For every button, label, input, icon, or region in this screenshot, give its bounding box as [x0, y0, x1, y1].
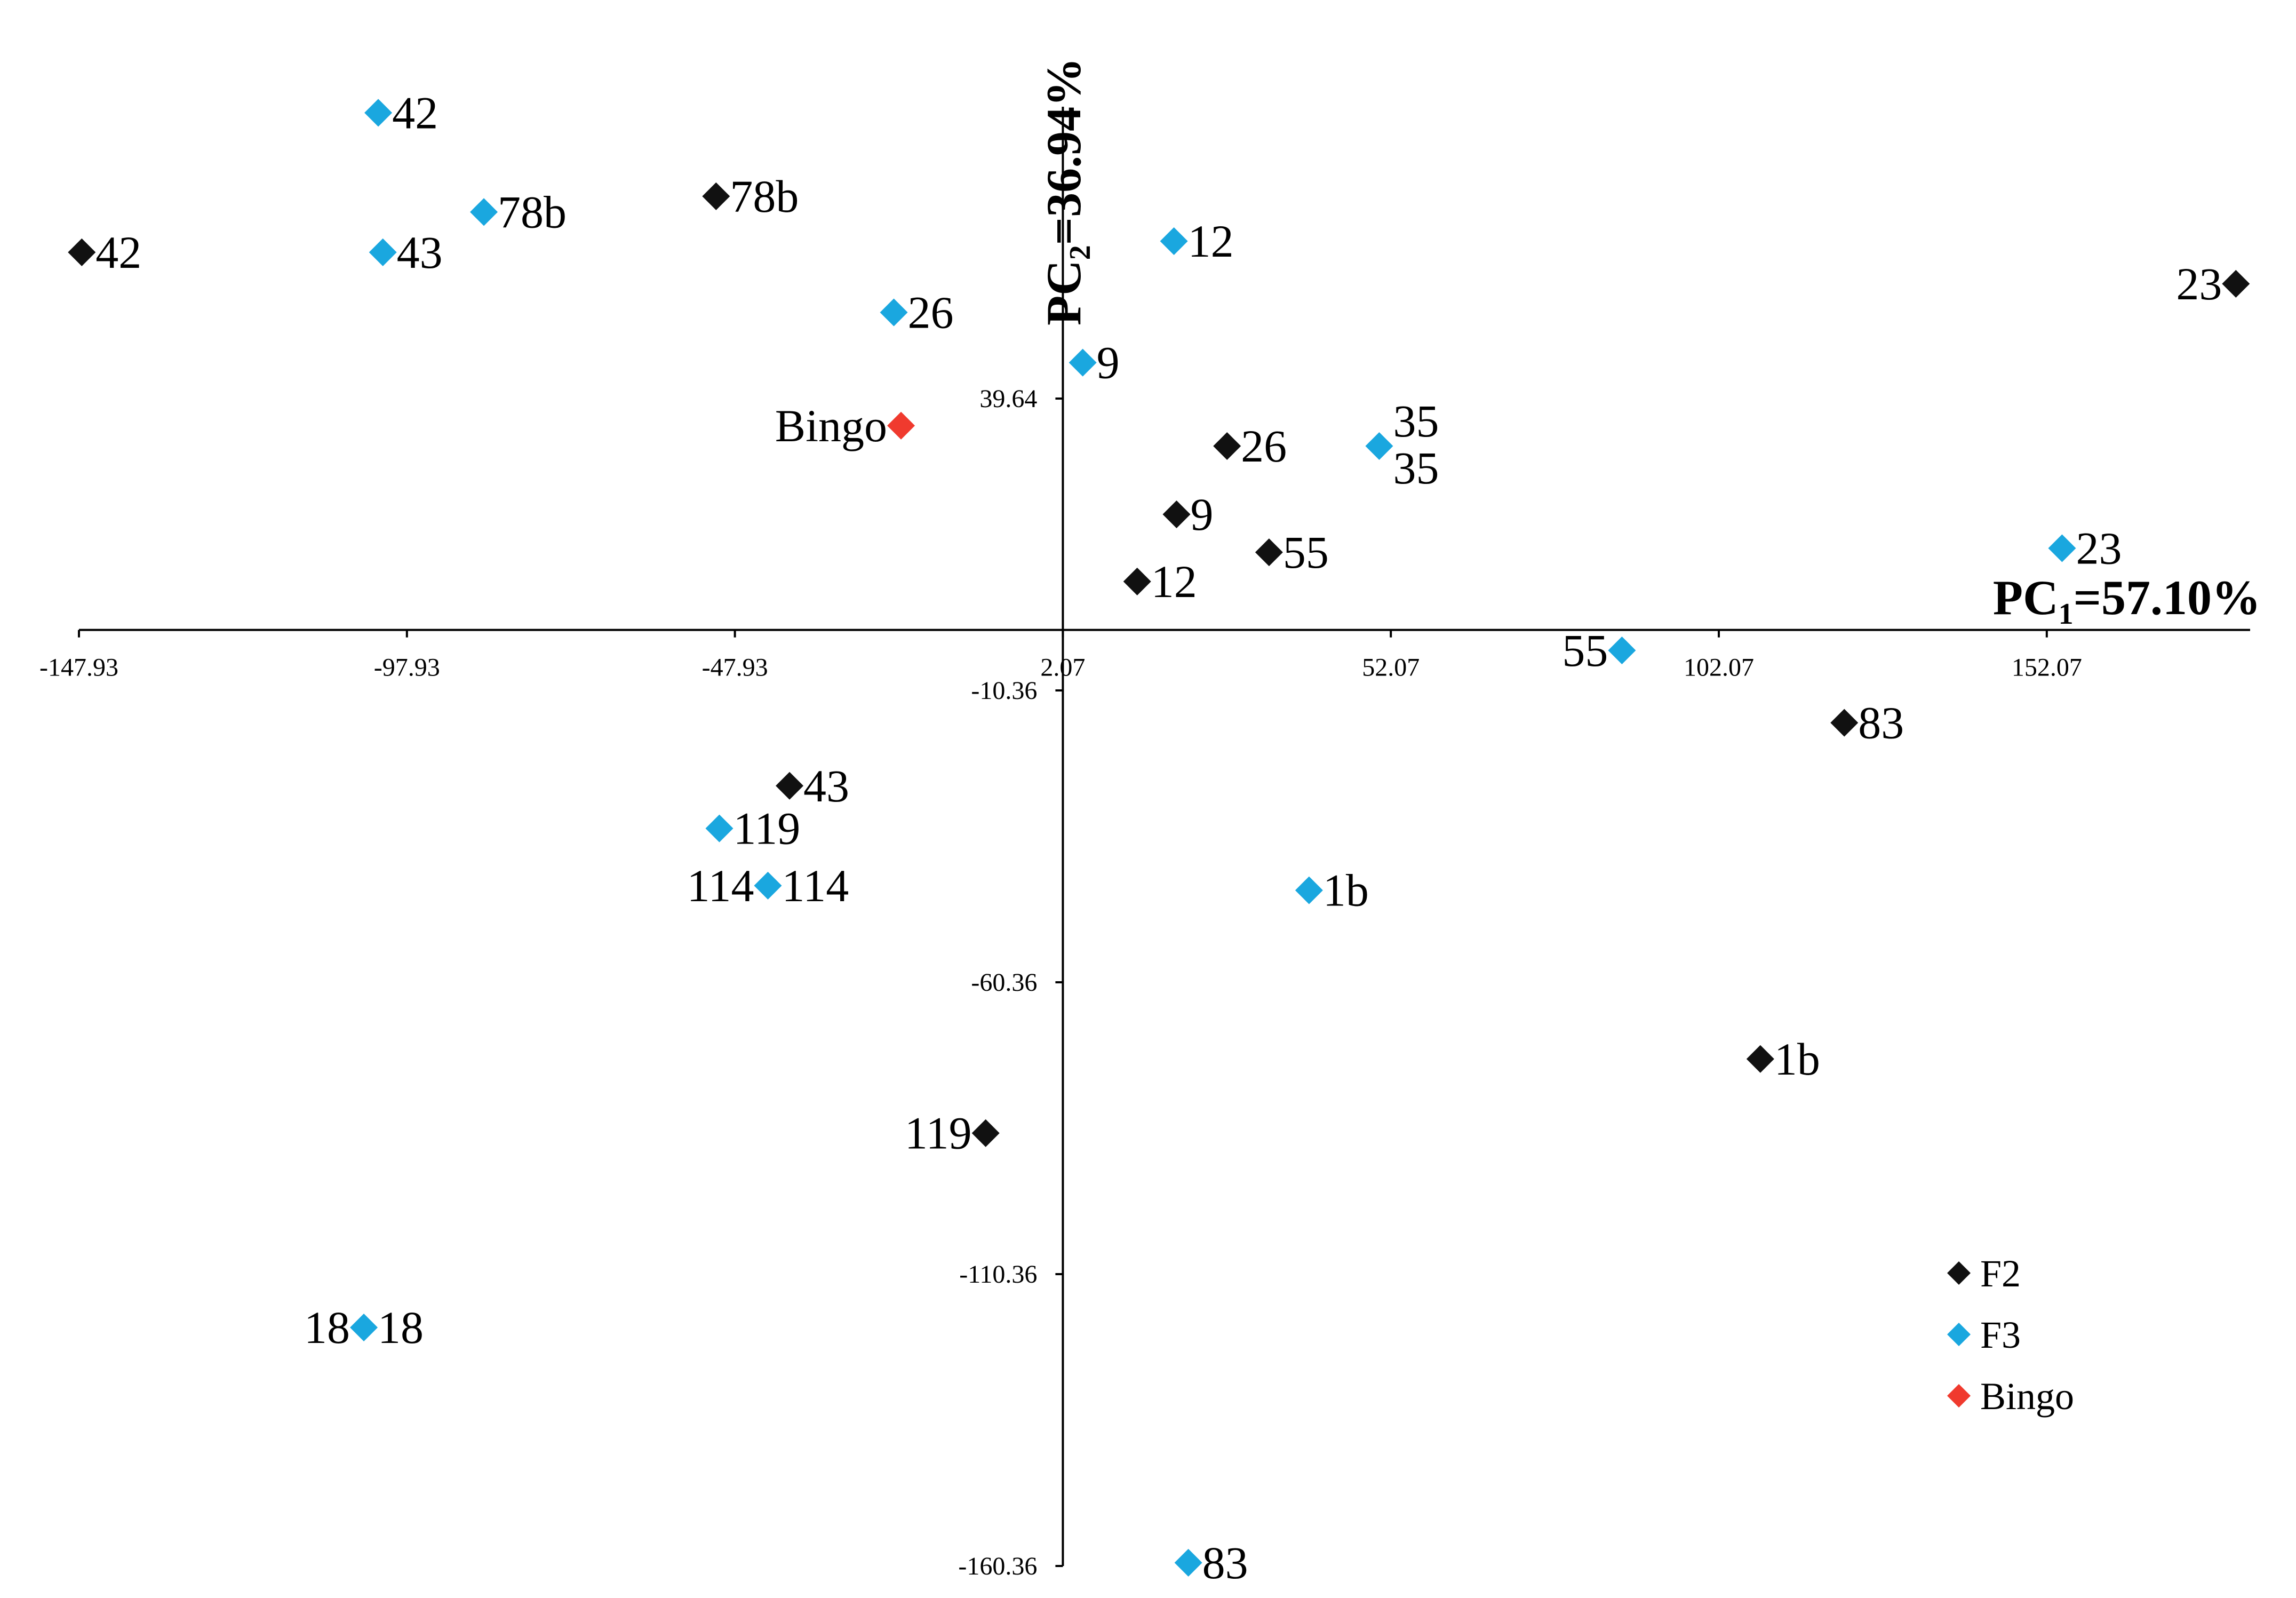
data-point-label: Bingo [775, 400, 887, 451]
data-point-label: 9 [1097, 337, 1120, 388]
x-tick-label: 52.07 [1362, 654, 1420, 682]
data-point-label: 83 [1858, 697, 1904, 749]
data-point-marker [1746, 1045, 1774, 1073]
y-axis-title: PC2=36.94% [1037, 58, 1097, 325]
y-axis-title-value: =36.94% [1037, 58, 1091, 245]
data-point-label: 114 [782, 860, 849, 911]
data-point-label: 43 [397, 227, 443, 278]
legend: F2 F3 Bingo [1947, 1252, 2074, 1418]
data-point-marker [2222, 269, 2250, 298]
data-point-marker [971, 1119, 1000, 1147]
data-point-label: 42 [392, 87, 438, 138]
data-point-marker [1365, 432, 1393, 460]
data-point-label: 1b [1323, 865, 1369, 916]
data-point-marker [776, 772, 804, 800]
data-point-label: 55 [1562, 625, 1608, 676]
data-point-marker [1160, 227, 1188, 256]
x-tick-label: -47.93 [702, 654, 768, 682]
x-axis-title: PC1=57.10% [1993, 570, 2261, 631]
data-point-label: 1b [1774, 1033, 1820, 1085]
data-point-marker [887, 411, 915, 440]
legend-marker-f2 [1947, 1261, 1971, 1285]
x-axis-title-sub: 1 [2059, 598, 2074, 631]
data-point-label: 35 [1393, 395, 1439, 447]
data-point-marker [1255, 538, 1283, 567]
data-point-label: 43 [803, 760, 849, 812]
data-point-marker [1123, 567, 1151, 595]
y-tick-label: -110.36 [959, 1260, 1037, 1289]
y-tick-label: -160.36 [958, 1552, 1037, 1580]
data-point-label: 18 [378, 1302, 424, 1353]
data-point-marker [369, 238, 397, 266]
legend-label-bingo: Bingo [1980, 1375, 2074, 1418]
data-point-marker [350, 1313, 378, 1341]
data-point-marker [470, 198, 498, 226]
x-axis-title-value: =57.10% [2074, 570, 2261, 625]
y-tick-label: -10.36 [971, 677, 1037, 705]
data-point-marker [1174, 1548, 1202, 1577]
data-point-label: 23 [2076, 523, 2122, 574]
data-point-marker [1608, 636, 1636, 664]
legend-label-f3: F3 [1980, 1314, 2021, 1356]
data-point-label: 26 [908, 287, 954, 338]
x-axis-title-main: PC [1993, 570, 2059, 625]
data-point-marker [68, 238, 96, 266]
data-point-label: 35 [1393, 442, 1439, 494]
legend-marker-f3 [1947, 1323, 1971, 1346]
data-point-label: 119 [905, 1108, 972, 1159]
axes [78, 107, 2250, 1567]
data-point-label: 78b [730, 171, 799, 222]
data-point-marker [364, 99, 393, 127]
data-point-label: 83 [1202, 1537, 1248, 1588]
data-point-marker [1830, 709, 1859, 737]
series-bingo: Bingo [775, 400, 915, 451]
data-point-marker [1213, 432, 1241, 460]
x-tick-label: -97.93 [374, 654, 440, 682]
data-point-label: 26 [1241, 420, 1287, 472]
data-point-label: 12 [1151, 556, 1197, 607]
x-tick-label: -147.93 [39, 654, 118, 682]
data-point-label: 55 [1283, 527, 1329, 578]
data-point-marker [754, 871, 782, 900]
data-point-marker [1162, 500, 1191, 529]
data-point-marker [705, 814, 734, 842]
data-point-marker [880, 298, 908, 327]
data-point-label: 114 [687, 860, 754, 911]
data-point-marker [1069, 348, 1097, 377]
y-tick-label: -60.36 [971, 968, 1037, 997]
data-point-label: 12 [1188, 216, 1234, 267]
y-axis-title-main: PC [1037, 260, 1091, 325]
data-point-marker [2048, 534, 2076, 562]
x-tick-label: 2.07 [1040, 654, 1085, 682]
tick-labels: -147.93 -97.93 -47.93 2.07 52.07 102.07 152.07… [39, 385, 2082, 1580]
y-axis-title-sub: 2 [1064, 245, 1097, 260]
legend-label-f2: F2 [1980, 1252, 2021, 1295]
y-tick-label: 39.64 [979, 385, 1037, 413]
data-point-marker [1295, 876, 1323, 904]
data-point-label: 18 [304, 1302, 350, 1353]
data-point-label: 23 [2176, 258, 2222, 309]
data-point-label: 42 [95, 227, 141, 278]
legend-marker-bingo [1947, 1384, 1971, 1408]
data-point-label: 9 [1191, 489, 1214, 540]
x-tick-label: 102.07 [1684, 654, 1754, 682]
data-point-marker [702, 182, 730, 210]
x-tick-label: 152.07 [2012, 654, 2082, 682]
data-point-label: 119 [733, 803, 800, 854]
data-point-label: 78b [498, 186, 567, 237]
